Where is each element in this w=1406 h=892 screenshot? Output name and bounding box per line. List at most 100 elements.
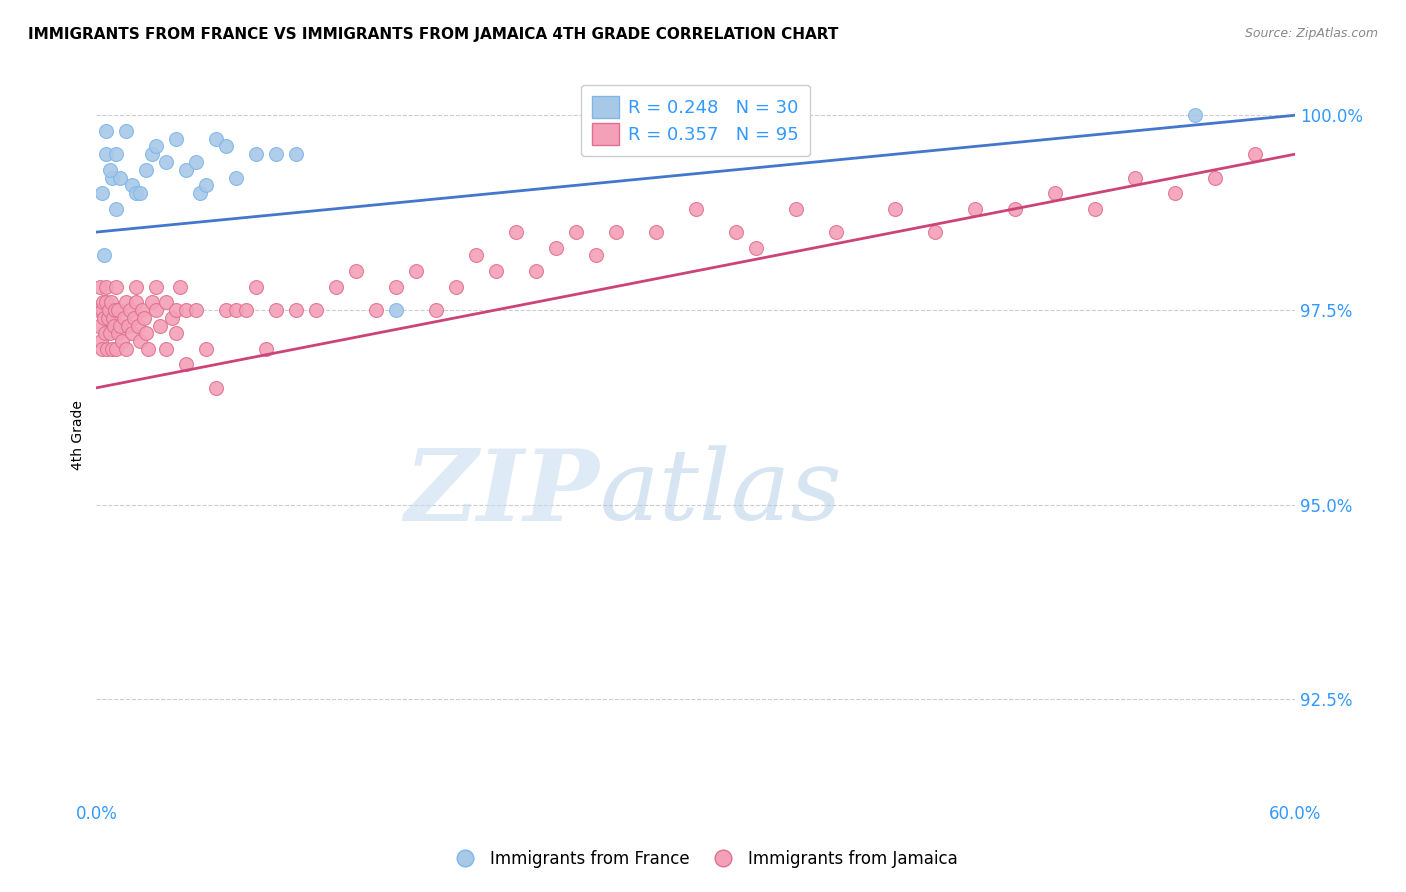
Point [91,186,114,201]
Point [1045,186,1067,201]
Point [225,302,247,317]
Point [225,170,247,185]
Point [105,202,128,216]
Point [924,225,946,239]
Point [344,264,367,278]
Point [165,326,187,341]
Text: atlas: atlas [600,445,842,541]
Point [186,302,208,317]
Point [385,302,408,317]
Point [464,248,486,262]
Point [93,310,115,325]
Point [89,318,111,333]
Point [188,186,211,201]
Point [125,186,148,201]
Point [884,202,907,216]
Point [145,279,167,293]
Point [305,302,328,317]
Point [110,170,132,185]
Text: ZIP: ZIP [405,445,600,541]
Point [120,302,142,317]
Point [134,310,156,325]
Point [205,131,228,145]
Point [97,310,120,325]
Point [105,279,128,293]
Point [245,147,267,161]
Point [1004,202,1026,216]
Point [245,279,267,293]
Point [100,295,122,310]
Point [111,334,134,348]
Point [145,139,167,153]
Point [385,279,408,293]
Point [98,326,121,341]
Point [141,147,163,161]
Point [129,334,152,348]
Point [98,302,121,317]
Point [1123,170,1146,185]
Point [96,342,118,356]
Point [644,225,666,239]
Point [186,155,208,169]
Point [107,302,129,317]
Point [169,279,191,293]
Point [724,225,747,239]
Point [165,302,187,317]
Point [121,326,143,341]
Point [101,342,124,356]
Point [87,302,110,317]
Legend: R = 0.248   N = 30, R = 0.357   N = 95: R = 0.248 N = 30, R = 0.357 N = 95 [582,85,810,156]
Point [101,170,124,185]
Point [149,318,172,333]
Point [98,162,121,177]
Point [485,264,508,278]
Point [524,264,547,278]
Point [785,202,807,216]
Point [1204,170,1226,185]
Point [96,124,118,138]
Point [605,225,627,239]
Point [585,248,607,262]
Point [96,279,118,293]
Point [145,302,167,317]
Point [117,318,139,333]
Point [93,248,115,262]
Point [744,241,766,255]
Point [115,342,138,356]
Point [91,342,114,356]
Point [127,318,149,333]
Point [505,225,527,239]
Point [91,302,114,317]
Point [103,310,125,325]
Point [254,342,277,356]
Point [325,279,347,293]
Legend: Immigrants from France, Immigrants from Jamaica: Immigrants from France, Immigrants from … [441,844,965,875]
Point [1184,108,1206,122]
Point [685,202,707,216]
Point [215,302,238,317]
Y-axis label: 4th Grade: 4th Grade [72,400,86,469]
Point [115,124,138,138]
Text: IMMIGRANTS FROM FRANCE VS IMMIGRANTS FROM JAMAICA 4TH GRADE CORRELATION CHART: IMMIGRANTS FROM FRANCE VS IMMIGRANTS FRO… [28,27,838,42]
Point [215,139,238,153]
Point [174,162,197,177]
Point [107,326,129,341]
Point [124,310,146,325]
Point [162,310,184,325]
Point [364,302,387,317]
Point [129,186,152,201]
Point [205,381,228,395]
Point [96,295,118,310]
Point [105,342,128,356]
Point [104,302,127,317]
Point [121,178,143,193]
Point [125,279,148,293]
Point [136,342,159,356]
Point [131,302,153,317]
Point [93,295,115,310]
Point [112,310,135,325]
Point [115,295,138,310]
Point [444,279,467,293]
Text: Source: ZipAtlas.com: Source: ZipAtlas.com [1244,27,1378,40]
Point [405,264,427,278]
